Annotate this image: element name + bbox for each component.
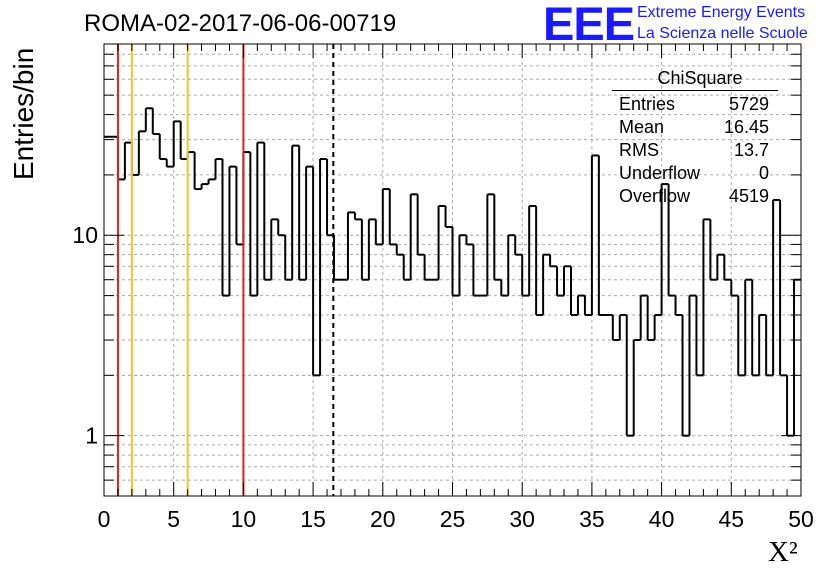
x-tick-label: 15 [300, 506, 326, 532]
y-tick-label: 10 [72, 222, 98, 248]
x-tick-label: 10 [231, 506, 257, 532]
eee-logo-block: EEE Extreme Energy Events La Scienza nel… [543, 0, 833, 50]
plot-title: ROMA-02-2017-06-06-00719 [84, 10, 397, 37]
stats-row-rms: RMS 13.7 [612, 139, 778, 162]
x-tick-label: 50 [788, 506, 814, 532]
stats-key: Overflow [619, 186, 691, 206]
histogram-bins [104, 107, 801, 437]
stats-row-overflow: Overflow 4519 [612, 185, 778, 208]
y-tick-label: 1 [85, 423, 98, 449]
stats-value: 5729 [728, 94, 769, 114]
y-axis-label: Entries/bin [8, 47, 39, 180]
stats-key: Underflow [619, 163, 701, 183]
stats-value: 4519 [728, 186, 769, 206]
stats-value: 16.45 [723, 117, 769, 137]
stats-row-underflow: Underflow 0 [612, 162, 778, 185]
stats-row-entries: Entries 5729 [612, 93, 778, 116]
stats-box-title: ChiSquare [657, 68, 743, 88]
stats-row-mean: Mean 16.45 [612, 116, 778, 139]
stats-key: RMS [619, 140, 659, 160]
stats-value: 13.7 [733, 140, 769, 160]
x-tick-label: 0 [98, 506, 111, 532]
eee-logo: EEE [543, 0, 635, 50]
stats-box: ChiSquare Entries 5729 Mean 16.45 RMS 13.7 … [612, 66, 778, 208]
x-tick-label: 30 [509, 506, 535, 532]
reference-lines [116, 44, 335, 496]
x-tick-label: 35 [579, 506, 605, 532]
stats-box-divider [612, 90, 778, 91]
x-tick-label: 45 [719, 506, 745, 532]
stats-value: 0 [758, 163, 769, 183]
x-tick-label: 25 [440, 506, 466, 532]
org-name-line2: La Scienza nelle Scuole [637, 25, 808, 42]
stats-key: Entries [619, 94, 676, 114]
x-tick-label: 20 [370, 506, 396, 532]
x-tick-label: 5 [167, 506, 180, 532]
axis-tick-labels: 0 5 10 15 20 25 30 35 40 45 50 1 10 [72, 222, 813, 532]
axis-ticks [103, 44, 802, 496]
stats-key: Mean [619, 117, 665, 137]
x-axis-label: X² [768, 536, 798, 568]
x-tick-label: 40 [649, 506, 675, 532]
org-name-line1: Extreme Energy Events [637, 4, 806, 21]
